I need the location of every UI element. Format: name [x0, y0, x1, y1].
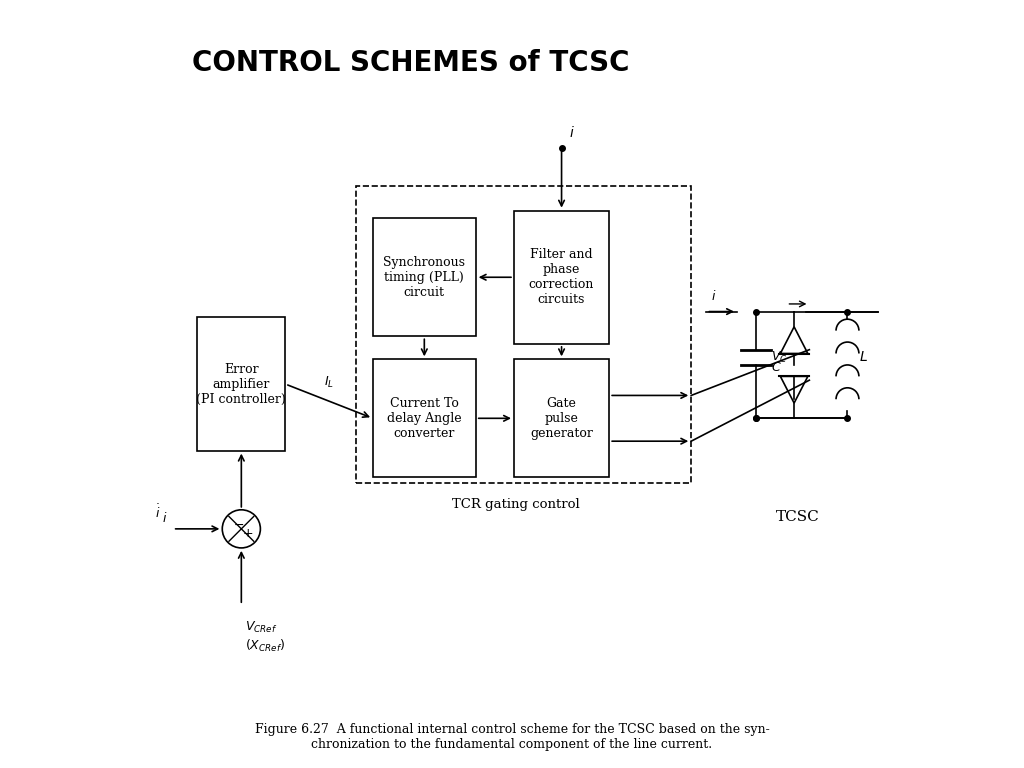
FancyBboxPatch shape — [514, 359, 609, 478]
Text: $I_L$: $I_L$ — [324, 375, 334, 389]
Text: $i$: $i$ — [163, 511, 168, 525]
FancyBboxPatch shape — [514, 210, 609, 344]
Text: $L$: $L$ — [859, 350, 867, 364]
Text: Current To
delay Angle
converter: Current To delay Angle converter — [387, 397, 462, 440]
Text: $\.{i}$: $\.{i}$ — [155, 504, 160, 521]
Text: $V_C$: $V_C$ — [771, 349, 787, 365]
Text: $-$: $-$ — [233, 518, 245, 531]
FancyBboxPatch shape — [198, 317, 285, 451]
Text: Synchronous
timing (PLL)
circuit: Synchronous timing (PLL) circuit — [383, 256, 465, 299]
Text: Error
amplifier
(PI controller): Error amplifier (PI controller) — [197, 362, 286, 406]
Text: $+$: $+$ — [242, 527, 253, 540]
Text: TCSC: TCSC — [776, 510, 820, 524]
Text: Gate
pulse
generator: Gate pulse generator — [530, 397, 593, 440]
Text: $C$: $C$ — [771, 361, 782, 374]
Text: $i$: $i$ — [569, 125, 574, 140]
Text: CONTROL SCHEMES of TCSC: CONTROL SCHEMES of TCSC — [191, 48, 630, 77]
FancyBboxPatch shape — [373, 218, 476, 336]
Text: Figure 6.27  A functional internal control scheme for the TCSC based on the syn-: Figure 6.27 A functional internal contro… — [255, 723, 769, 751]
FancyBboxPatch shape — [373, 359, 476, 478]
Text: TCR gating control: TCR gating control — [452, 498, 580, 511]
Text: $i$: $i$ — [712, 289, 717, 303]
Text: $V_{CRef}$
$(X_{CRef})$: $V_{CRef}$ $(X_{CRef})$ — [245, 621, 286, 654]
Text: Filter and
phase
correction
circuits: Filter and phase correction circuits — [528, 248, 594, 306]
